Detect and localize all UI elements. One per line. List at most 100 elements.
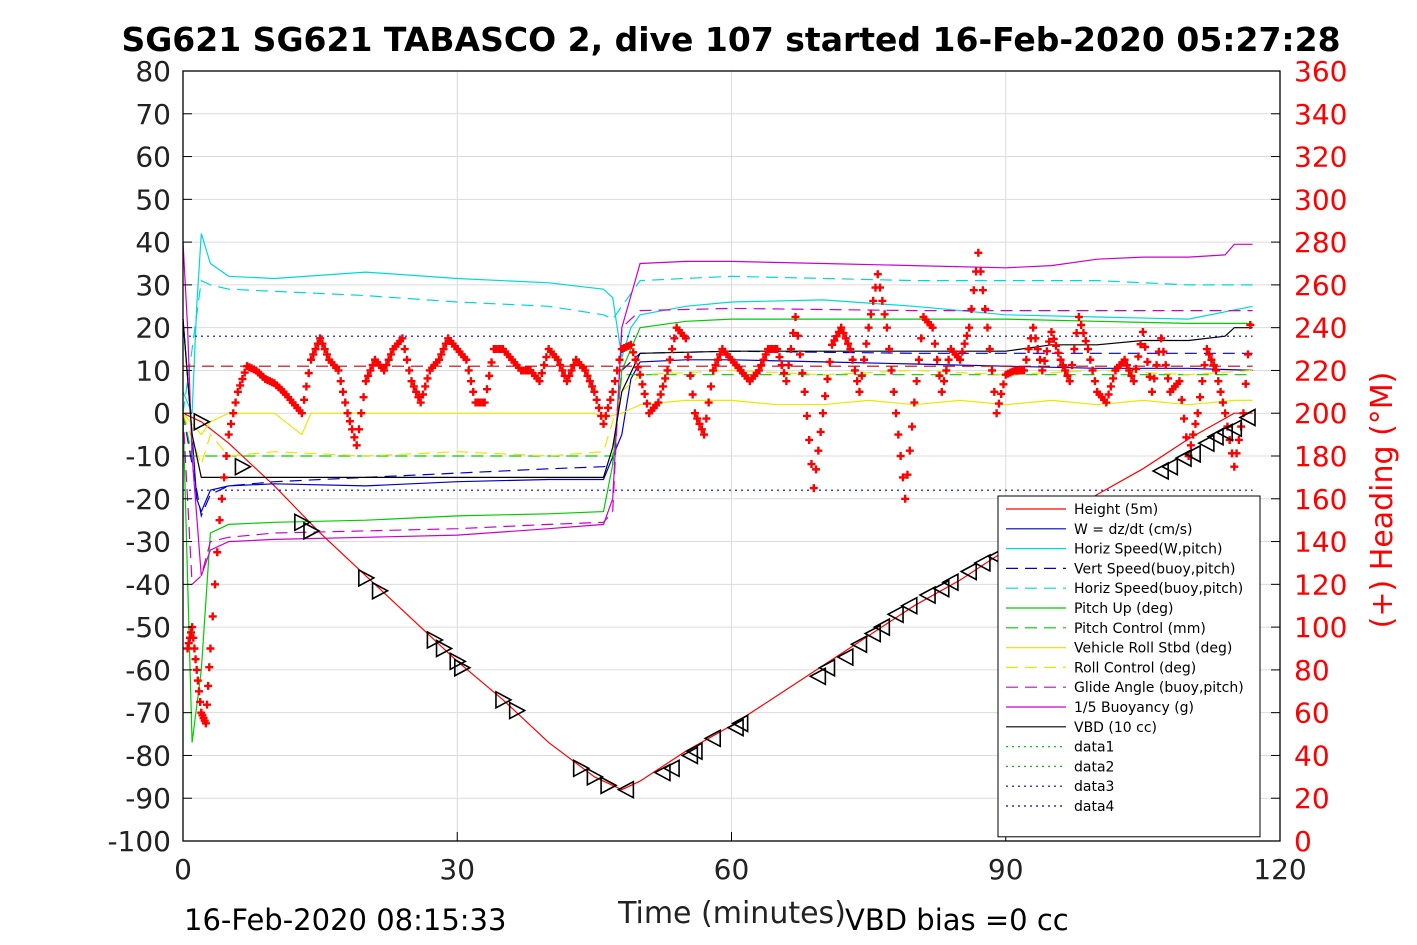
- heading-point: [1072, 329, 1081, 338]
- y-tick-label-left: -100: [107, 825, 171, 858]
- y-tick-label-right: 0: [1294, 825, 1312, 858]
- heading-point: [540, 361, 549, 370]
- heading-point: [892, 409, 901, 418]
- legend-label: Pitch Control (mm): [1074, 621, 1206, 637]
- heading-point: [407, 377, 416, 386]
- heading-point: [898, 473, 907, 482]
- heading-point: [1212, 366, 1221, 375]
- heading-point: [1086, 355, 1095, 364]
- heading-point: [780, 369, 789, 378]
- depth-marker: [193, 412, 211, 432]
- y-tick-label-left: -90: [125, 782, 171, 815]
- heading-point: [222, 452, 231, 460]
- heading-point: [224, 430, 233, 439]
- heading-point: [629, 348, 638, 357]
- heading-point: [944, 355, 953, 364]
- timestamp-footer: 16-Feb-2020 08:15:33: [184, 903, 506, 937]
- y-tick-label-left: -40: [125, 568, 171, 601]
- heading-point: [914, 355, 923, 364]
- heading-point: [706, 382, 715, 391]
- heading-point: [194, 687, 203, 696]
- heading-point: [656, 390, 665, 399]
- heading-point: [654, 398, 663, 407]
- heading-point: [784, 361, 793, 370]
- heading-point: [213, 548, 222, 557]
- depth-marker: [973, 553, 991, 573]
- heading-point: [805, 435, 814, 444]
- legend: Height (5m) W = dz/dt (cm/s) Horiz Speed(W…: [997, 495, 1261, 838]
- heading-point: [974, 248, 983, 257]
- heading-point: [1070, 345, 1079, 354]
- heading-point: [855, 387, 864, 396]
- depth-marker: [653, 763, 671, 782]
- heading-point: [320, 345, 329, 354]
- depth-marker: [1238, 408, 1256, 427]
- heading-point: [873, 270, 882, 279]
- heading-point: [482, 385, 491, 394]
- heading-point: [1088, 366, 1097, 375]
- heading-point: [334, 366, 343, 375]
- heading-point: [382, 361, 391, 370]
- y-tick-label-left: -10: [125, 440, 171, 473]
- y-axis-label-right: (+) Heading (°M): [1365, 372, 1400, 629]
- heading-point: [802, 411, 811, 420]
- heading-point: [300, 395, 309, 404]
- heading-point: [309, 350, 318, 359]
- depth-marker: [941, 572, 959, 592]
- heading-point: [1020, 366, 1029, 375]
- heading-point: [1145, 372, 1154, 381]
- heading-point: [693, 414, 702, 423]
- heading-point: [196, 697, 205, 706]
- heading-point: [1033, 345, 1042, 354]
- heading-point: [1159, 347, 1168, 356]
- heading-point: [967, 304, 976, 313]
- heading-point: [1141, 342, 1150, 351]
- heading-point: [809, 484, 818, 493]
- y-tick-label-left: -60: [125, 654, 171, 687]
- heading-point: [558, 366, 567, 375]
- heading-point: [882, 323, 891, 332]
- heading-point: [590, 387, 599, 396]
- heading-point: [1049, 334, 1058, 343]
- heading-point: [1063, 371, 1072, 380]
- heading-point: [1129, 377, 1138, 386]
- heading-point: [631, 355, 640, 364]
- depth-marker: [836, 647, 854, 667]
- heading-point: [220, 473, 229, 482]
- heading-point: [608, 387, 617, 396]
- depth-marker: [900, 596, 918, 616]
- legend-label: 1/5 Buoyancy (g): [1074, 700, 1194, 716]
- y-tick-label-right: 100: [1294, 611, 1347, 644]
- depth-marker: [817, 658, 836, 678]
- heading-point: [193, 676, 202, 685]
- heading-point: [414, 393, 423, 402]
- heading-point: [1191, 419, 1200, 428]
- series-line-horiz-speed-buoy-pitch: [182, 275, 1253, 414]
- heading-point: [208, 612, 217, 621]
- heading-point: [217, 494, 226, 503]
- heading-point: [1202, 345, 1211, 354]
- heading-point: [935, 371, 944, 380]
- heading-point: [1040, 356, 1049, 365]
- heading-point: [1216, 387, 1225, 396]
- depth-marker: [426, 630, 445, 650]
- heading-point: [302, 382, 311, 391]
- heading-point: [567, 366, 576, 375]
- heading-point: [702, 414, 711, 423]
- heading-point: [361, 377, 370, 386]
- heading-point: [1214, 377, 1223, 386]
- heading-point: [903, 470, 912, 479]
- y-tick-label-right: 220: [1294, 354, 1347, 387]
- depth-marker: [586, 767, 605, 787]
- chart-title: SG621 SG621 TABASCO 2, dive 107 started …: [121, 20, 1340, 59]
- y-tick-label-right: 200: [1294, 397, 1347, 430]
- heading-point: [958, 347, 967, 356]
- heading-point: [1221, 409, 1230, 418]
- series-line-vbd-10-cc: [182, 319, 1253, 478]
- heading-point: [1164, 374, 1173, 383]
- y-tick-label-left: 30: [135, 269, 171, 302]
- heading-point: [757, 361, 766, 370]
- heading-point: [1065, 377, 1074, 386]
- heading-point: [1198, 377, 1207, 386]
- heading-point: [828, 340, 837, 349]
